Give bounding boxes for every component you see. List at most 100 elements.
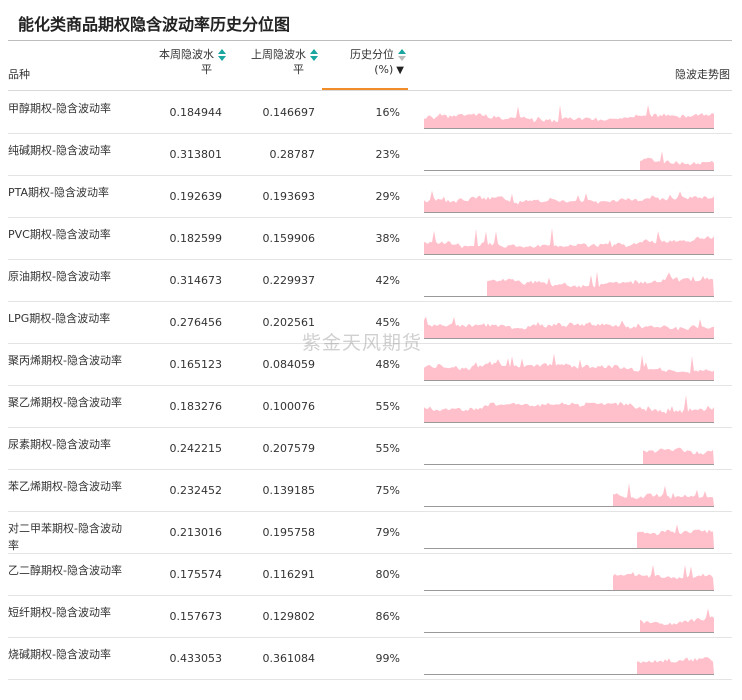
sparkline-area xyxy=(637,524,714,548)
row-name: 甲醇期权-隐含波动率 xyxy=(8,102,111,115)
row-percentile: 38% xyxy=(375,231,400,245)
header-divider xyxy=(8,90,732,91)
row-name: PTA期权-隐含波动率 xyxy=(8,186,109,199)
column-header-previous-line1: 上周隐波水 xyxy=(251,48,306,61)
sparkline-chart xyxy=(424,564,714,591)
sparkline-area xyxy=(643,447,714,464)
table-row: 甲醇期权-隐含波动率 0.184944 0.146697 16% xyxy=(8,91,732,134)
sort-icon[interactable] xyxy=(310,48,318,62)
sparkline-area xyxy=(637,657,714,674)
table-row: 对二甲苯期权-隐含波动率 0.213016 0.195758 79% xyxy=(8,511,732,554)
row-percentile: 86% xyxy=(375,609,400,623)
row-previous-value: 0.202561 xyxy=(262,315,316,329)
table-row: 短纤期权-隐含波动率 0.157673 0.129802 86% xyxy=(8,595,732,638)
row-name: LPG期权-隐含波动率 xyxy=(8,312,111,325)
row-name: 聚丙烯期权-隐含波动率 xyxy=(8,354,122,367)
row-current-value: 0.276456 xyxy=(169,315,223,329)
sparkline-chart xyxy=(424,316,714,339)
row-previous-value: 0.116291 xyxy=(262,567,316,581)
table-row: 聚丙烯期权-隐含波动率 0.165123 0.084059 48% xyxy=(8,343,732,386)
sort-icon[interactable] xyxy=(398,48,406,62)
table-row: 纯碱期权-隐含波动率 0.313801 0.28787 23% xyxy=(8,133,732,176)
row-name: 纯碱期权-隐含波动率 xyxy=(8,144,111,157)
sparkline-chart xyxy=(424,483,714,507)
row-percentile: 48% xyxy=(375,357,400,371)
sort-icon[interactable] xyxy=(218,48,226,62)
row-name: 乙二醇期权-隐含波动率 xyxy=(8,564,122,577)
row-previous-value: 0.129802 xyxy=(262,609,316,623)
row-name: 原油期权-隐含波动率 xyxy=(8,270,111,283)
row-percentile: 23% xyxy=(375,147,400,161)
row-previous-value: 0.195758 xyxy=(262,525,316,539)
row-name: 烧碱期权-隐含波动率 xyxy=(8,648,111,661)
row-name: 短纤期权-隐含波动率 xyxy=(8,606,111,619)
sparkline-area xyxy=(424,353,714,380)
column-header-name: 品种 xyxy=(8,68,30,81)
sparkline-area xyxy=(424,394,714,422)
row-previous-value: 0.159906 xyxy=(262,231,316,245)
row-current-value: 0.175574 xyxy=(169,567,223,581)
table-row: 聚乙烯期权-隐含波动率 0.183276 0.100076 55% xyxy=(8,385,732,428)
sparkline-chart xyxy=(424,190,714,213)
column-header-percentile-line2: (%) xyxy=(374,63,394,76)
active-sort-indicator xyxy=(322,88,408,91)
sparkline-chart xyxy=(424,227,714,255)
column-header-previous[interactable]: 上周隐波水 平 xyxy=(232,47,318,91)
sparkline-chart xyxy=(424,657,714,675)
row-current-value: 0.213016 xyxy=(169,525,223,539)
sparkline-area xyxy=(424,190,714,212)
row-percentile: 55% xyxy=(375,441,400,455)
sparkline-area xyxy=(487,271,714,296)
table-row: 烧碱期权-隐含波动率 0.433053 0.361084 99% xyxy=(8,637,732,680)
column-header-current-line2: 平 xyxy=(201,63,212,76)
row-current-value: 0.157673 xyxy=(169,609,223,623)
row-name: PVC期权-隐含波动率 xyxy=(8,228,111,241)
table-row: 原油期权-隐含波动率 0.314673 0.229937 42% xyxy=(8,259,732,302)
table-row: 乙二醇期权-隐含波动率 0.175574 0.116291 80% xyxy=(8,553,732,596)
table-row: 苯乙烯期权-隐含波动率 0.232452 0.139185 75% xyxy=(8,469,732,512)
row-current-value: 0.313801 xyxy=(169,147,223,161)
sparkline-chart xyxy=(424,105,714,129)
table-row: PVC期权-隐含波动率 0.182599 0.159906 38% xyxy=(8,217,732,260)
column-header-previous-line2: 平 xyxy=(293,63,304,76)
row-name: 苯乙烯期权-隐含波动率 xyxy=(8,480,122,493)
row-current-value: 0.433053 xyxy=(169,651,223,665)
row-name: 聚乙烯期权-隐含波动率 xyxy=(8,396,122,409)
column-header-current[interactable]: 本周隐波水 平 xyxy=(140,47,226,91)
row-name: 尿素期权-隐含波动率 xyxy=(8,438,111,451)
sparkline-area xyxy=(640,608,714,632)
column-header-percentile-line1: 历史分位 xyxy=(350,48,394,61)
row-percentile: 29% xyxy=(375,189,400,203)
column-header-percentile[interactable]: 历史分位 (%) ▼ xyxy=(322,47,406,91)
column-header-current-line1: 本周隐波水 xyxy=(159,48,214,61)
row-name: 对二甲苯期权-隐含波动率 xyxy=(8,522,122,552)
row-current-value: 0.165123 xyxy=(169,357,223,371)
row-current-value: 0.182599 xyxy=(169,231,223,245)
row-previous-value: 0.229937 xyxy=(262,273,316,287)
row-percentile: 80% xyxy=(375,567,400,581)
row-current-value: 0.184944 xyxy=(169,105,223,119)
row-previous-value: 0.100076 xyxy=(262,399,316,413)
row-current-value: 0.314673 xyxy=(169,273,223,287)
row-current-value: 0.232452 xyxy=(169,483,223,497)
row-previous-value: 0.28787 xyxy=(269,147,316,161)
row-percentile: 99% xyxy=(375,651,400,665)
sparkline-chart xyxy=(424,394,714,423)
sparkline-chart xyxy=(424,151,714,171)
row-previous-value: 0.193693 xyxy=(262,189,316,203)
sparkline-chart xyxy=(424,353,714,381)
row-percentile: 42% xyxy=(375,273,400,287)
sparkline-chart xyxy=(424,447,714,465)
title-divider xyxy=(8,40,732,41)
row-current-value: 0.192639 xyxy=(169,189,223,203)
column-header-trend: 隐波走势图 xyxy=(675,68,730,81)
sparkline-area xyxy=(424,316,714,338)
sparkline-area xyxy=(424,105,714,128)
table-row: PTA期权-隐含波动率 0.192639 0.193693 29% xyxy=(8,175,732,218)
sparkline-area xyxy=(424,227,714,254)
row-current-value: 0.183276 xyxy=(169,399,223,413)
row-current-value: 0.242215 xyxy=(169,441,223,455)
sparkline-chart xyxy=(424,524,714,549)
row-previous-value: 0.207579 xyxy=(262,441,316,455)
sparkline-area xyxy=(613,564,714,590)
